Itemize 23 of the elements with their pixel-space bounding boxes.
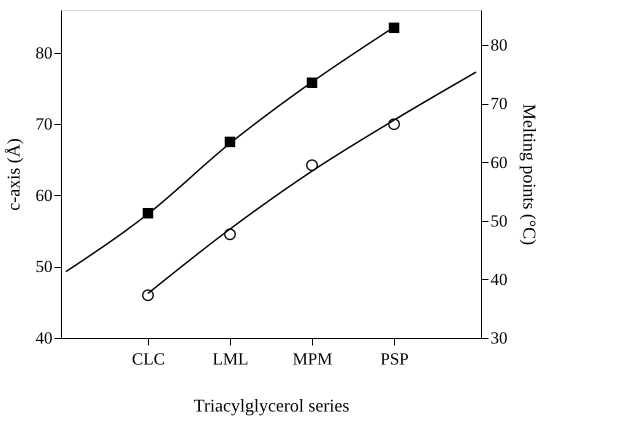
x-tick-label: CLC [132,350,165,368]
y2-tick-label: 70 [490,94,508,114]
y-tick-label: 60 [36,186,52,205]
x-tick-label: LML [212,350,248,368]
point [142,289,154,302]
point [224,228,236,240]
point [388,118,400,130]
y2-axis-title: Melting points (°C) [520,104,540,246]
y2-tick-label: 60 [490,152,508,172]
y-axis-title: c-axis (Å) [4,138,24,211]
x-tick-label: PSP [380,350,409,368]
y2-tick-label: 40 [490,270,508,289]
point [388,22,400,34]
y-tick-label: 50 [36,257,52,276]
y-tick-label: 80 [36,43,52,62]
y2-tick-label: 30 [490,328,508,348]
x-axis-title: Triacylglycerol series [194,396,350,416]
y2-tick-label: 80 [490,36,508,55]
point [306,159,318,172]
x-tick-label: MPM [292,350,332,368]
y2-tick-label: 50 [490,211,508,230]
y-tick-label: 70 [36,114,52,134]
y-tick-label: 40 [36,328,52,348]
